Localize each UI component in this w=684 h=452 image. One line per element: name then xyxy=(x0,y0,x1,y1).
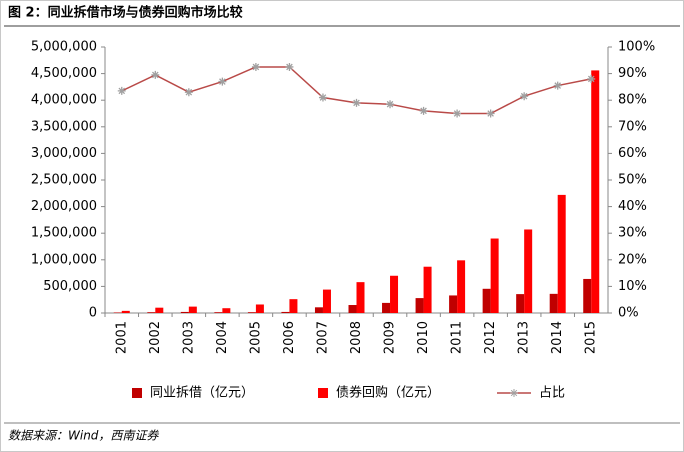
legend-marker xyxy=(510,389,518,397)
legend-swatch xyxy=(132,388,142,398)
y-tick-label: 4,000,000 xyxy=(31,93,97,108)
bar xyxy=(490,238,499,313)
line-marker xyxy=(553,81,562,90)
y2-tick-label: 100% xyxy=(618,40,655,55)
line-marker xyxy=(117,86,126,95)
y-tick-label: 1,000,000 xyxy=(31,252,97,267)
y2-tick-label: 20% xyxy=(618,252,647,267)
bar xyxy=(214,312,223,313)
bar xyxy=(155,307,164,313)
bar xyxy=(147,312,156,313)
bar xyxy=(415,298,424,313)
x-tick-label: 2005 xyxy=(248,321,263,354)
y-tick-label: 0 xyxy=(89,306,97,321)
x-tick-label: 2014 xyxy=(550,321,565,354)
y-tick-label: 2,000,000 xyxy=(31,199,97,214)
bar xyxy=(222,308,231,313)
bar xyxy=(180,311,189,313)
y2-tick-label: 10% xyxy=(618,279,647,294)
legend-label: 同业拆借（亿元） xyxy=(150,386,254,401)
y-tick-label: 4,500,000 xyxy=(31,66,97,81)
line-marker xyxy=(151,70,160,79)
y2-tick-label: 50% xyxy=(618,173,647,188)
bar xyxy=(524,229,533,313)
bar xyxy=(549,293,558,313)
y-tick-label: 500,000 xyxy=(43,279,97,294)
x-tick-label: 2003 xyxy=(181,321,196,354)
bar xyxy=(591,70,600,314)
line-marker xyxy=(419,106,428,115)
bar xyxy=(281,311,290,313)
legend-label: 占比 xyxy=(539,386,565,401)
bar xyxy=(322,289,331,313)
bar xyxy=(255,304,264,313)
y-tick-label: 1,500,000 xyxy=(31,226,97,241)
bar xyxy=(449,295,458,313)
y-tick-label: 3,500,000 xyxy=(31,119,97,134)
x-tick-label: 2015 xyxy=(584,321,599,354)
y-tick-label: 3,000,000 xyxy=(31,146,97,161)
x-tick-label: 2012 xyxy=(483,321,498,354)
bar xyxy=(247,312,256,313)
x-tick-label: 2010 xyxy=(416,321,431,354)
y2-tick-label: 40% xyxy=(618,199,647,214)
line-marker xyxy=(453,109,462,118)
x-tick-label: 2004 xyxy=(215,321,230,354)
x-tick-label: 2001 xyxy=(114,321,129,354)
x-tick-label: 2008 xyxy=(349,321,364,354)
bar xyxy=(356,282,365,313)
x-tick-label: 2011 xyxy=(450,321,465,354)
y-tick-label: 2,500,000 xyxy=(31,173,97,188)
line-marker xyxy=(318,93,327,102)
x-tick-label: 2007 xyxy=(315,321,330,354)
bar xyxy=(314,307,323,313)
line-marker xyxy=(587,74,596,83)
bar xyxy=(482,288,491,313)
y2-tick-label: 80% xyxy=(618,93,647,108)
y2-tick-label: 30% xyxy=(618,226,647,241)
line-marker xyxy=(520,92,529,101)
line-marker xyxy=(184,88,193,97)
legend-swatch xyxy=(318,388,328,398)
bar xyxy=(121,310,130,313)
bar xyxy=(390,275,399,313)
line-marker xyxy=(486,109,495,118)
bar xyxy=(348,305,357,313)
bar xyxy=(289,299,298,313)
y2-tick-label: 0% xyxy=(618,306,639,321)
x-tick-label: 2013 xyxy=(517,321,532,354)
line-marker xyxy=(386,100,395,109)
source-note: 数据来源：Wind，西南证券 xyxy=(8,429,159,443)
bar xyxy=(583,278,592,313)
y2-tick-label: 90% xyxy=(618,66,647,81)
bar xyxy=(423,266,432,313)
chart-title: 图 2：同业拆借市场与债券回购市场比较 xyxy=(8,5,243,21)
bar xyxy=(516,294,525,313)
bar xyxy=(188,306,197,313)
bar xyxy=(457,260,466,313)
x-tick-label: 2006 xyxy=(282,321,297,354)
line-marker xyxy=(285,62,294,71)
bar xyxy=(557,194,566,313)
line-marker xyxy=(251,62,260,71)
x-tick-label: 2002 xyxy=(148,321,163,354)
legend-label: 债券回购（亿元） xyxy=(336,385,440,401)
y-tick-label: 5,000,000 xyxy=(31,40,97,55)
y2-tick-label: 70% xyxy=(618,119,647,134)
bar xyxy=(382,302,391,313)
x-tick-label: 2009 xyxy=(383,321,398,354)
line-marker xyxy=(218,77,227,86)
line-marker xyxy=(352,98,361,107)
y2-tick-label: 60% xyxy=(618,146,647,161)
bar xyxy=(113,312,122,313)
